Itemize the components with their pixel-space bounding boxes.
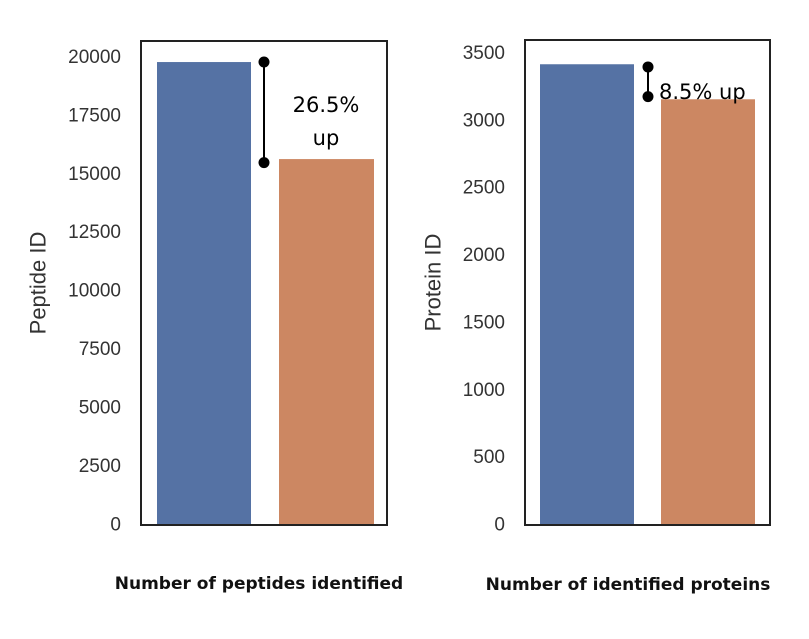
y-axis-label: Peptide ID <box>26 232 51 335</box>
annotation-label: 8.5% up <box>659 80 746 104</box>
y-tick-label: 3500 <box>463 43 505 64</box>
y-tick-label: 7500 <box>79 339 121 360</box>
protein-chart: 0 500 1000 1500 2000 2500 3000 3500 Protein ID Nu… <box>421 39 771 595</box>
y-tick-label: 0 <box>110 515 121 536</box>
x-axis-label: Number of peptides identified <box>115 574 403 594</box>
y-tick-label: 2500 <box>463 178 505 199</box>
y-tick-label: 20000 <box>68 47 121 68</box>
annotation-dot-bottom <box>642 91 654 103</box>
y-tick-label: 1500 <box>463 312 505 333</box>
x-axis-label: Number of identified proteins <box>486 575 771 595</box>
y-axis-label: Protein ID <box>421 234 446 332</box>
y-tick-label: 10000 <box>68 281 121 302</box>
peptide-chart: 0 2500 5000 7500 10000 12500 15000 17500 20000 Pe… <box>26 40 403 594</box>
bar-1 <box>157 62 251 525</box>
annotation-dot-bottom <box>258 157 270 169</box>
y-tick-label: 2000 <box>463 245 505 266</box>
annotation-dot-top <box>258 56 270 68</box>
annotation-dot-top <box>642 61 654 73</box>
y-tick-label: 0 <box>494 515 505 536</box>
plot-frame <box>524 39 771 526</box>
annotation-label: up <box>313 126 340 150</box>
y-tick-label: 2500 <box>79 456 121 477</box>
y-tick-label: 1000 <box>463 380 505 401</box>
y-tick-label: 3000 <box>463 110 505 131</box>
y-tick-label: 17500 <box>68 105 121 126</box>
y-tick-label: 15000 <box>68 164 121 185</box>
bar-1 <box>540 64 634 525</box>
plot-frame <box>140 40 388 526</box>
bar-2 <box>279 159 374 525</box>
y-tick-label: 5000 <box>79 398 121 419</box>
y-tick-label: 500 <box>473 447 505 468</box>
annotation-label: 26.5% <box>293 93 360 117</box>
bar-2 <box>661 99 755 526</box>
y-tick-label: 12500 <box>68 222 121 243</box>
